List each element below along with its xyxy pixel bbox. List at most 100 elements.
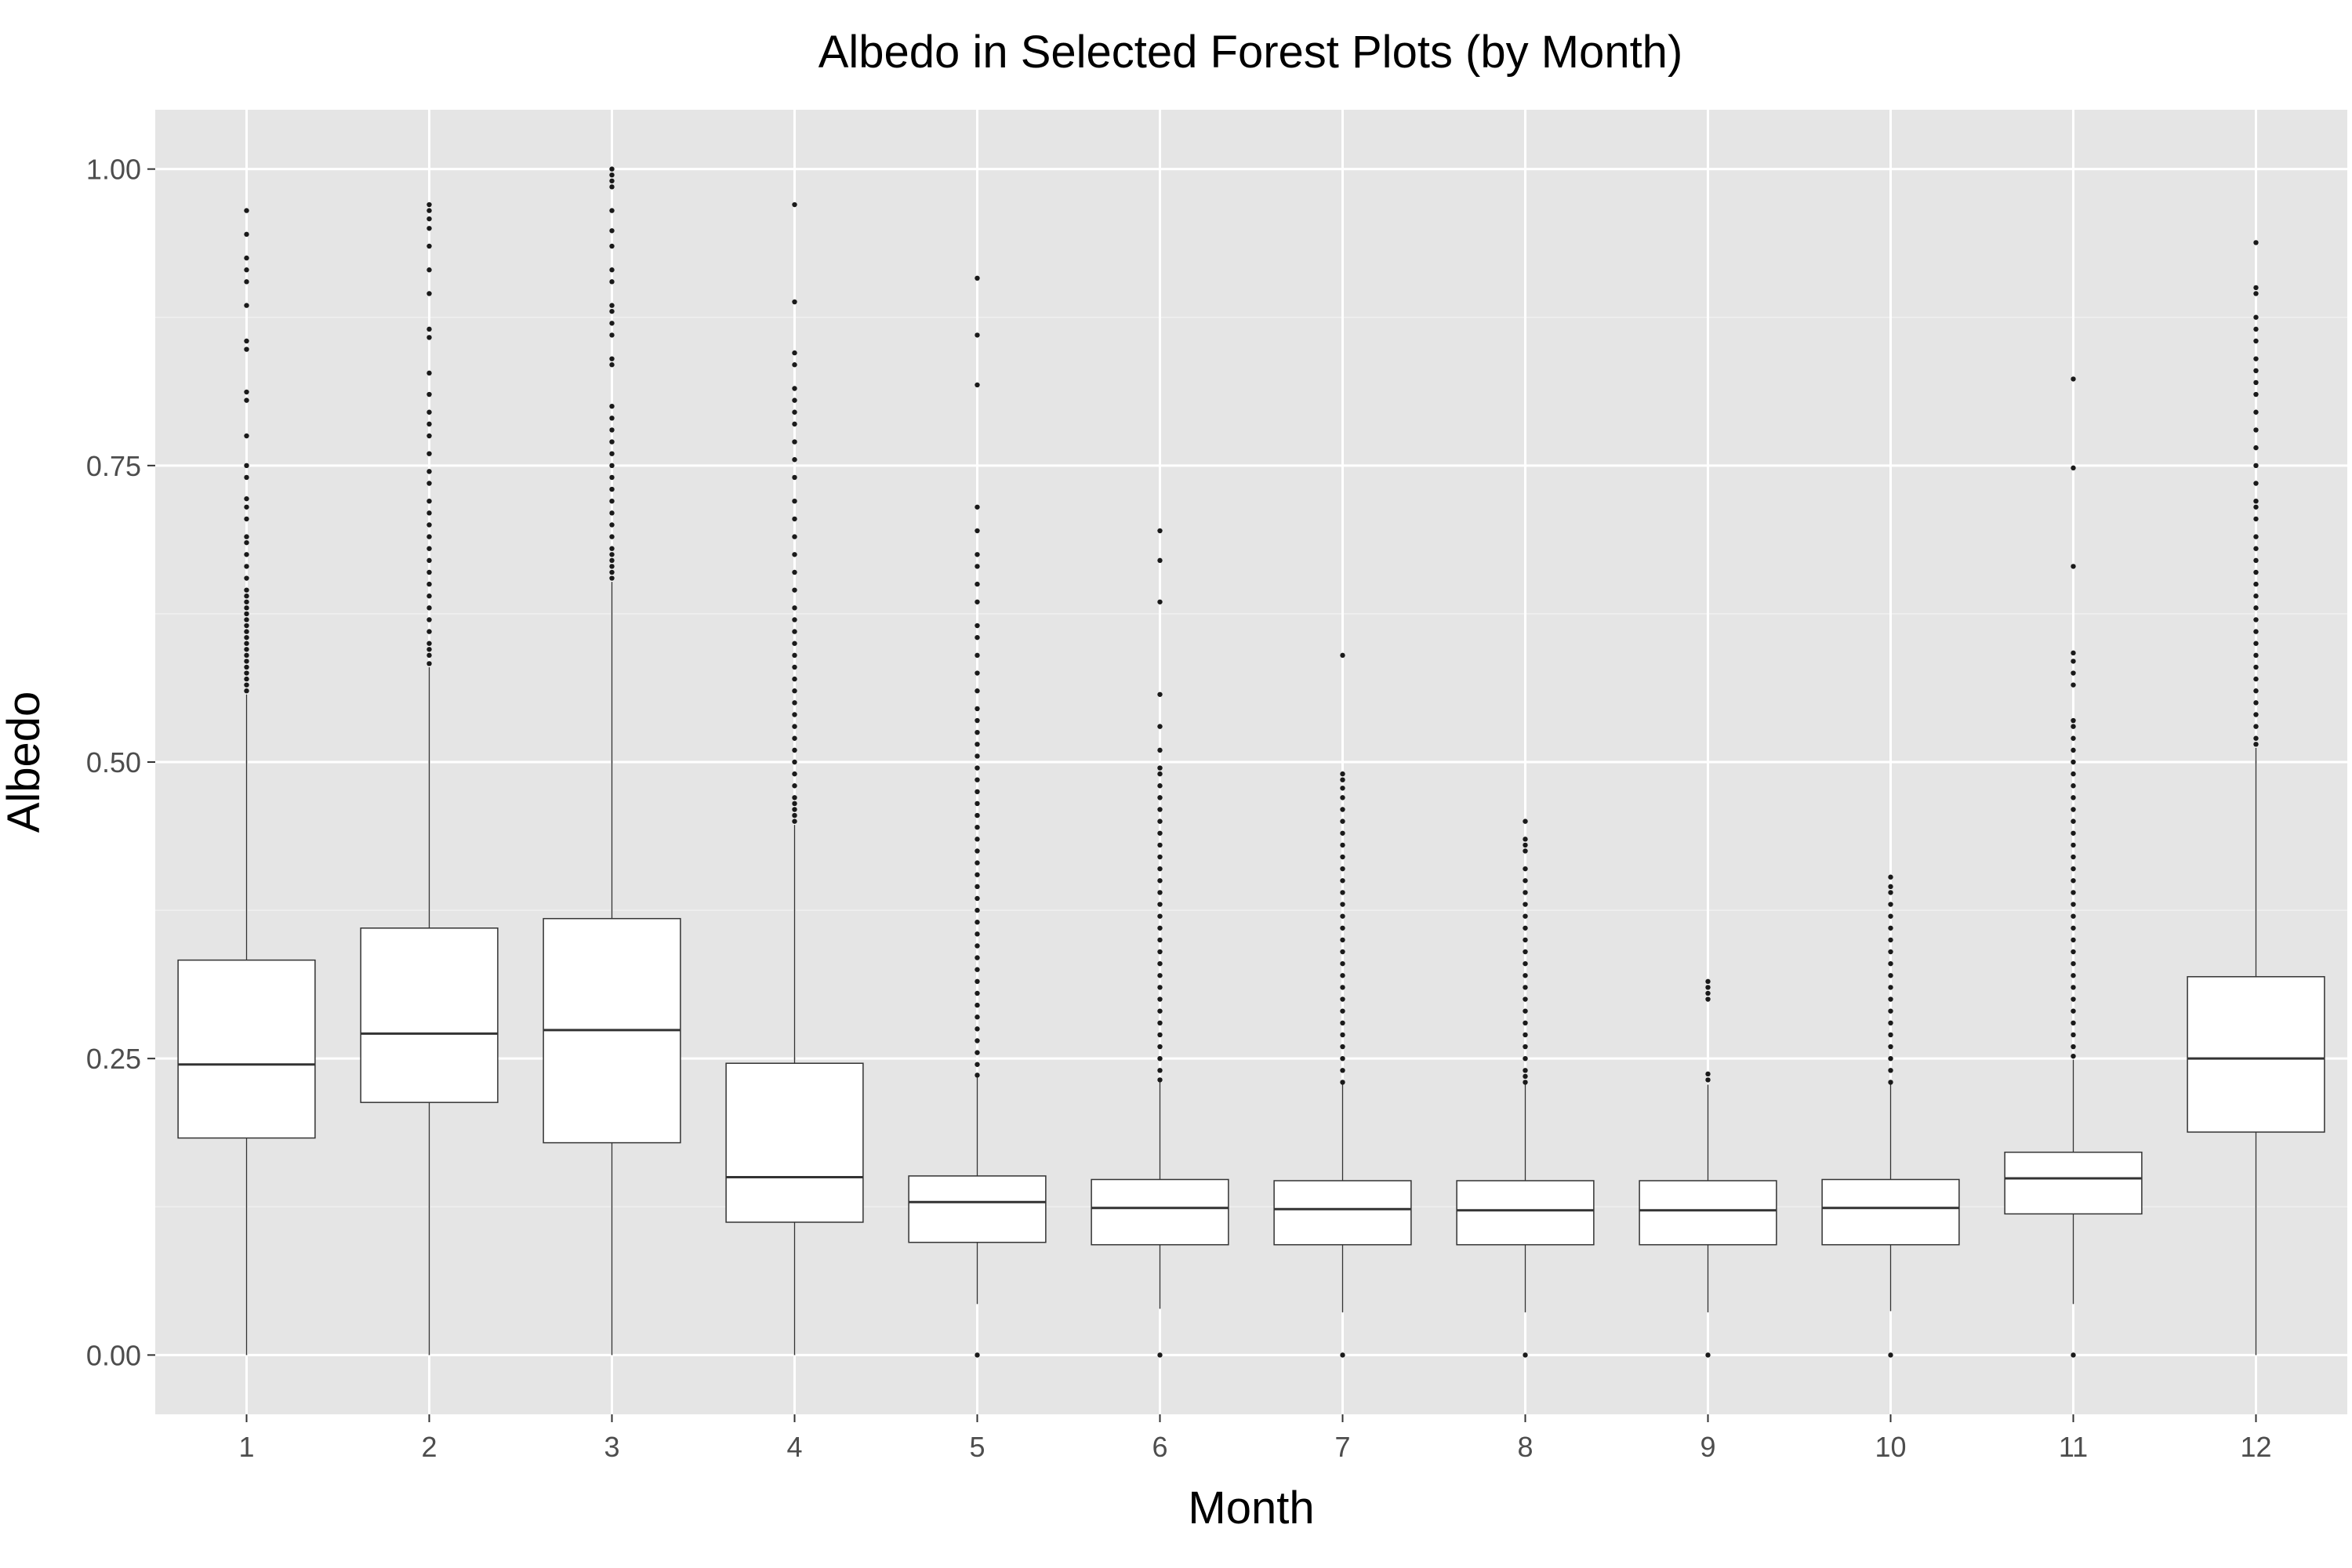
outlier-point [1157, 557, 1163, 564]
outlier-point [975, 717, 980, 724]
outlier-point [792, 457, 797, 463]
outlier-point [426, 534, 432, 539]
outlier-point [426, 522, 432, 528]
box-month-12 [2187, 240, 2325, 1356]
outlier-point [1523, 1080, 1528, 1085]
outlier-point [609, 575, 615, 581]
outlier-point [975, 1050, 980, 1055]
outlier-point [2253, 664, 2259, 670]
outlier-point [2071, 1044, 2076, 1050]
box-month-11 [2004, 376, 2143, 1358]
outlier-point [792, 771, 797, 777]
outlier-point [792, 201, 797, 208]
outlier-point [2071, 842, 2076, 848]
outlier-point [1888, 890, 1893, 895]
outlier-point [792, 700, 797, 706]
outlier-point [2071, 650, 2076, 656]
outlier-point [975, 765, 980, 771]
outlier-point [609, 303, 615, 308]
outlier-point [609, 403, 615, 409]
outlier-point [1157, 1044, 1163, 1050]
outlier-point [426, 510, 432, 516]
outlier-point [244, 605, 249, 611]
outlier-point [609, 208, 615, 213]
outlier-point [975, 990, 980, 996]
outlier-point [2253, 652, 2259, 659]
outlier-point [426, 243, 432, 249]
outlier-point [975, 1026, 980, 1032]
outlier-point [1523, 1008, 1528, 1014]
outlier-point [2071, 670, 2076, 676]
outlier-point [1340, 1055, 1345, 1062]
outlier-point [1705, 1352, 1711, 1358]
outlier-point [609, 172, 615, 178]
outlier-point [975, 1062, 980, 1067]
outlier-point [792, 712, 797, 717]
outlier-point [975, 1014, 980, 1020]
outlier-point [426, 469, 432, 474]
outlier-point [975, 581, 980, 587]
outlier-point [1888, 874, 1893, 880]
outlier-point [1888, 1032, 1893, 1038]
outlier-point [2071, 682, 2076, 688]
outlier-point [2071, 985, 2076, 990]
box-month-10 [1821, 874, 1960, 1358]
box-iqr [1456, 1180, 1595, 1246]
minor-gridlines [155, 316, 2347, 1208]
outlier-point [2253, 534, 2259, 539]
outlier-point [1157, 1068, 1163, 1073]
outlier-point [1523, 878, 1528, 884]
outlier-point [792, 350, 797, 356]
outlier-point [609, 552, 615, 557]
box-series [177, 166, 2325, 1358]
y-tick-label: 0.75 [86, 450, 141, 482]
outlier-point [1340, 807, 1345, 812]
box-month-7 [1273, 652, 1412, 1358]
outlier-point [975, 634, 980, 641]
outlier-point [244, 622, 249, 629]
outlier-point [2253, 463, 2259, 469]
box-month-5 [908, 275, 1047, 1358]
outlier-point [244, 575, 249, 581]
outlier-point [975, 275, 980, 281]
outlier-point [2253, 617, 2259, 622]
outlier-point [792, 439, 797, 445]
outlier-point [1340, 949, 1345, 955]
outlier-point [792, 552, 797, 557]
outlier-point [426, 208, 432, 213]
outlier-point [975, 789, 980, 795]
outlier-point [1157, 818, 1163, 824]
outlier-point [609, 243, 615, 249]
outlier-point [2253, 641, 2259, 646]
outlier-point [1888, 1044, 1893, 1050]
outlier-point [2253, 379, 2259, 386]
outlier-point [1340, 973, 1345, 978]
outlier-point [1340, 795, 1345, 800]
outlier-point [2253, 338, 2259, 344]
outlier-point [1340, 786, 1345, 791]
outlier-point [426, 641, 432, 646]
x-axis-title: Month [1188, 1483, 1314, 1534]
outlier-point [244, 389, 249, 395]
outlier-point [244, 647, 249, 652]
x-tick-label: 7 [1334, 1431, 1350, 1463]
outlier-point [792, 676, 797, 682]
outlier-point [2071, 724, 2076, 729]
outlier-point [2253, 593, 2259, 599]
outlier-point [792, 759, 797, 765]
box-iqr [1821, 1178, 1960, 1246]
outlier-point [975, 837, 980, 842]
outlier-point [244, 463, 249, 469]
outlier-point [792, 569, 797, 575]
outlier-point [1705, 996, 1711, 1002]
outlier-point [1523, 902, 1528, 907]
outlier-point [2071, 1008, 2076, 1014]
outlier-point [1157, 807, 1163, 812]
outlier-point [975, 920, 980, 925]
outlier-point [1523, 837, 1528, 842]
outlier-point [975, 622, 980, 629]
box-iqr [908, 1175, 1047, 1243]
box-month-2 [360, 201, 499, 1356]
outlier-point [2253, 481, 2259, 486]
outlier-point [609, 546, 615, 551]
